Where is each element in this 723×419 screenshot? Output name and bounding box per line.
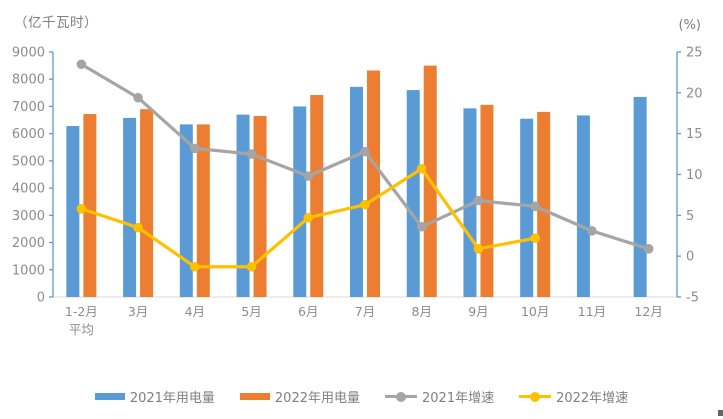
x-axis-category-label: 6月	[298, 304, 318, 319]
point-2021年增速-6	[360, 146, 370, 157]
legend-item-2022-growth: 2022年增速	[519, 387, 628, 406]
line-2021年增速	[80, 62, 650, 251]
point-2022年增速-6	[360, 199, 370, 210]
corner-artifact	[718, 410, 723, 416]
x-axis-category-label: 11月	[578, 304, 606, 319]
point-2021年增速-1	[76, 59, 87, 70]
bar-2022年用电量-2	[140, 109, 154, 298]
x-axis-category-label: 3月	[128, 304, 148, 319]
bar-2022年用电量-1	[83, 114, 97, 297]
x-axis-category-label: 8月	[412, 304, 432, 319]
bar-2022年用电量-6	[367, 70, 380, 297]
left-axis-tick-label: 2000	[12, 236, 45, 251]
bar-2021年用电量-3	[179, 124, 193, 298]
left-axis-tick-label: 0	[37, 291, 45, 306]
point-2022年增速-8	[473, 244, 484, 254]
point-2022年增速-3	[190, 261, 200, 272]
x-axis-category-label: 9月	[468, 304, 488, 319]
legend-label-2021-usage: 2021年用电量	[129, 391, 215, 406]
point-2021年增速-4	[246, 149, 257, 159]
bar-2022年用电量-3	[196, 124, 210, 298]
right-axis-tick-label: 15	[686, 127, 703, 142]
point-2022年增速-5	[303, 212, 314, 223]
left-axis-unit-label: （亿千瓦时）	[14, 15, 98, 31]
legend-label-2022-growth: 2022年增速	[556, 391, 629, 406]
legend-dot-marker	[530, 391, 541, 402]
left-axis-tick-label: 1000	[12, 263, 45, 278]
point-2022年增速-7	[416, 163, 427, 174]
bar-2021年用电量-9	[520, 118, 534, 297]
right-axis-tick-label: 0	[686, 250, 694, 265]
chart-canvas: 0 1000 2000 3000 4000 5000 6000 7000 8000 9000 -5 0…	[12, 46, 703, 338]
point-2022年增速-1	[76, 204, 87, 214]
left-axis-tick-label: 4000	[12, 182, 45, 197]
legend-label-2021-growth: 2021年增速	[422, 391, 495, 406]
left-axis-tick-label: 5000	[12, 154, 45, 169]
right-axis-tick-label: 25	[686, 46, 703, 61]
legend-dot-marker	[396, 391, 406, 402]
point-2021年增速-2	[133, 92, 143, 103]
bar-2021年用电量-7	[406, 90, 420, 297]
point-2022年增速-4	[246, 261, 257, 272]
x-axis-category-label: 4月	[185, 304, 205, 319]
point-2021年增速-3	[190, 143, 200, 154]
legend-label-2022-usage: 2022年用电量	[274, 391, 360, 406]
bar-2021年用电量-4	[236, 114, 250, 297]
bar-2022年用电量-9	[537, 111, 551, 297]
left-axis-tick-label: 9000	[12, 46, 45, 61]
left-axis-tick-label: 6000	[12, 127, 45, 142]
bar-2022年用电量-5	[310, 95, 324, 297]
legend-item-2022-usage: 2022年用电量	[239, 387, 360, 406]
point-2022年增速-9	[530, 233, 540, 243]
x-axis-category-label: 7月	[355, 304, 375, 319]
bar-2021年用电量-10	[576, 115, 590, 297]
point-2021年增速-9	[530, 201, 540, 212]
point-2022年增速-2	[133, 222, 143, 233]
legend-item-2021-usage: 2021年用电量	[94, 387, 215, 406]
right-axis-tick-label: 5	[686, 209, 694, 224]
legend-swatch-2022-growth	[519, 391, 552, 402]
x-axis-category-label: 5月	[241, 304, 261, 319]
bar-2021年用电量-8	[463, 108, 477, 297]
legend-swatch-2021-usage	[94, 393, 125, 400]
legend-item-2021-growth: 2021年增速	[385, 387, 494, 406]
bar-2021年用电量-1	[66, 126, 80, 298]
bar-2021年用电量-11	[633, 96, 647, 298]
x-axis-category-label: 12月	[634, 304, 662, 319]
right-axis-tick-label: -5	[686, 291, 699, 306]
point-2021年增速-7	[416, 221, 427, 232]
x-axis-category-label: 1-2月	[65, 304, 98, 319]
chart-legend: 2021年用电量 2022年用电量 2021年增速 2022年增速	[0, 387, 723, 406]
point-2021年增速-10	[587, 226, 597, 236]
bar-2021年用电量-5	[293, 106, 307, 297]
x-axis-category-label: 平均	[69, 322, 94, 337]
bar-2021年用电量-2	[123, 117, 137, 297]
point-2021年增速-5	[303, 171, 314, 181]
right-axis-tick-label: 10	[686, 168, 703, 183]
left-axis-tick-label: 3000	[12, 209, 45, 224]
bar-2022年用电量-4	[253, 115, 267, 297]
point-2021年增速-8	[473, 195, 484, 206]
left-axis-tick-label: 7000	[12, 100, 45, 115]
x-axis-category-label: 10月	[521, 304, 549, 319]
left-axis-tick-label: 8000	[12, 73, 45, 88]
legend-swatch-2022-usage	[239, 393, 270, 400]
right-axis-unit-label: (%)	[678, 18, 702, 33]
legend-swatch-2021-growth	[385, 391, 417, 402]
bar-2021年用电量-6	[350, 86, 363, 297]
point-2021年增速-11	[643, 244, 654, 254]
right-axis-tick-label: 20	[686, 86, 703, 101]
